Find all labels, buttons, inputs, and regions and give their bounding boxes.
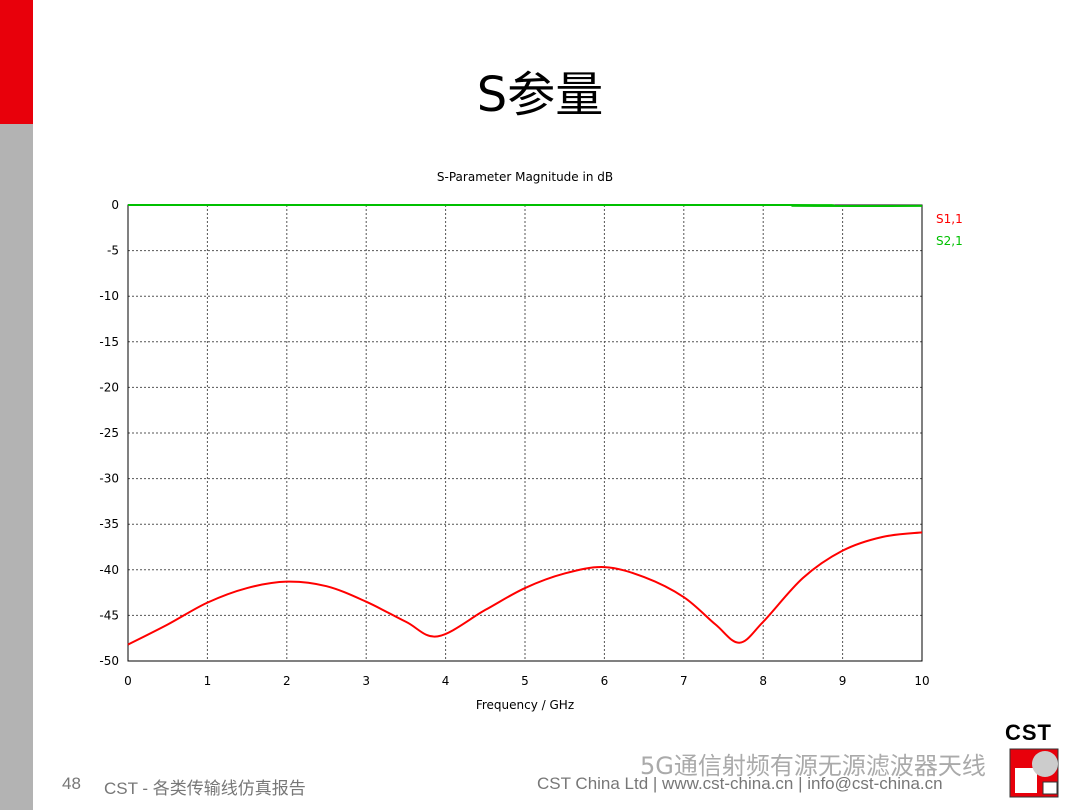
- watermark: 5G通信射频有源无源滤波器天线: [640, 752, 986, 780]
- footer-right: CST China Ltd | www.cst-china.cn | info@…: [537, 774, 943, 793]
- series-line-S2-1: [127, 203, 923, 207]
- chart-title: S-Parameter Magnitude in dB: [437, 170, 613, 184]
- ticks: 0 1 2 3 4 5 6 7 8 9 10 0 -5 -10 -15 -20 -25 -30 -35 -40 -45 -…: [99, 198, 929, 688]
- x-tick-label: 3: [362, 674, 370, 688]
- series-line-S1-1: [127, 531, 923, 646]
- s-parameter-chart: S-Parameter Magnitude in dB 0 1 2 3 4 5 6 7 8 9 10…: [99, 170, 963, 712]
- y-tick-label: 0: [111, 198, 119, 212]
- y-tick-label: -20: [99, 380, 119, 394]
- y-tick-label: -35: [99, 517, 119, 531]
- x-tick-label: 7: [680, 674, 688, 688]
- footer-left: CST - 各类传输线仿真报告: [104, 779, 306, 798]
- x-tick-label: 5: [521, 674, 529, 688]
- y-tick-label: -30: [99, 472, 119, 486]
- y-tick-label: -40: [99, 563, 119, 577]
- y-tick-label: -25: [99, 426, 119, 440]
- x-tick-label: 4: [442, 674, 450, 688]
- y-tick-label: -10: [99, 289, 119, 303]
- side-bar: [0, 124, 33, 810]
- x-tick-label: 1: [204, 674, 212, 688]
- x-tick-label: 8: [759, 674, 767, 688]
- slide-title: S参量: [476, 67, 604, 123]
- x-axis-label: Frequency / GHz: [476, 698, 574, 712]
- grid: [128, 205, 922, 661]
- page-number: 48: [62, 774, 81, 793]
- y-tick-label: -50: [99, 654, 119, 668]
- y-tick-label: -45: [99, 608, 119, 622]
- x-tick-label: 6: [601, 674, 609, 688]
- logo-text: CST: [1005, 720, 1052, 745]
- legend-s21: S2,1: [936, 234, 963, 248]
- legend-s11: S1,1: [936, 212, 963, 226]
- cst-logo: CST: [1005, 720, 1065, 810]
- x-tick-label: 10: [914, 674, 929, 688]
- logo-mark-icon: [1009, 748, 1059, 798]
- y-tick-label: -5: [107, 244, 119, 258]
- x-tick-label: 0: [124, 674, 132, 688]
- x-tick-label: 9: [839, 674, 847, 688]
- y-tick-label: -15: [99, 335, 119, 349]
- x-tick-label: 2: [283, 674, 291, 688]
- accent-bar: [0, 0, 33, 124]
